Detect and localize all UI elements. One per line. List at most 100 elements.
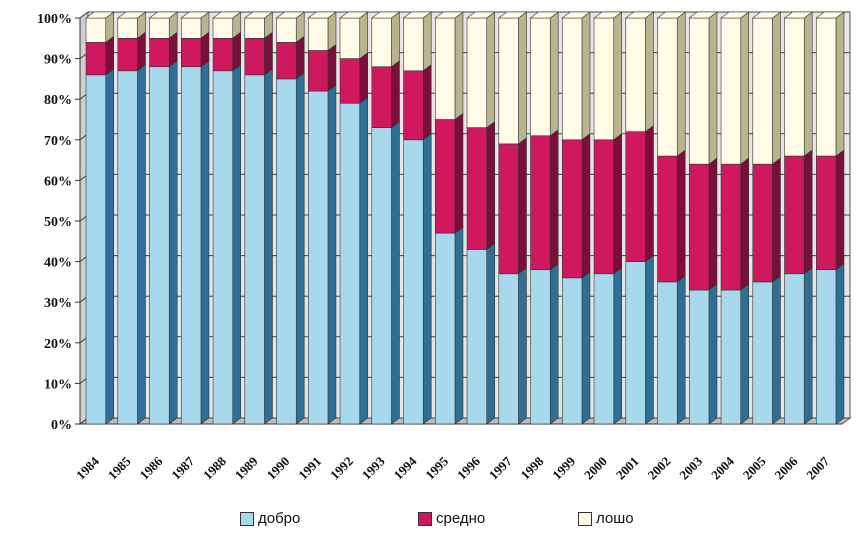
bar-segment-1 bbox=[657, 155, 678, 283]
x-tick-label: 1992 bbox=[327, 454, 356, 483]
bar-top bbox=[212, 11, 242, 19]
bar-top bbox=[624, 11, 655, 19]
bar-segment-2 bbox=[307, 17, 329, 51]
bar-segment-1 bbox=[244, 37, 265, 76]
bar-side-1 bbox=[105, 35, 115, 76]
bar-side-1 bbox=[676, 149, 686, 283]
bar-side-1 bbox=[359, 51, 369, 104]
bar-segment-1 bbox=[180, 37, 202, 68]
bar-top bbox=[148, 11, 179, 19]
y-tick-label: 60% bbox=[44, 174, 72, 189]
bar-segment-0 bbox=[466, 249, 488, 425]
bar-segment-2 bbox=[625, 17, 646, 132]
bar-top bbox=[529, 11, 560, 19]
bar-segment-2 bbox=[466, 17, 488, 128]
bar-top bbox=[116, 11, 147, 19]
bar-segment-0 bbox=[688, 289, 710, 425]
bar-side-2 bbox=[708, 11, 718, 165]
bar-segment-0 bbox=[276, 78, 297, 425]
legend-label-sredno: средно bbox=[436, 510, 486, 527]
bar-segment-1 bbox=[625, 131, 646, 262]
bar-side-1 bbox=[518, 137, 527, 275]
x-tick-label: 1995 bbox=[422, 453, 451, 482]
bar-segment-0 bbox=[815, 269, 837, 425]
bar-top bbox=[85, 11, 115, 19]
x-tick-label: 1990 bbox=[264, 454, 293, 483]
x-tick-label: 2006 bbox=[772, 453, 801, 482]
gridline-side bbox=[79, 11, 89, 19]
y-tick-label: 70% bbox=[44, 134, 72, 149]
bar-segment-0 bbox=[117, 70, 138, 425]
y-tick-label: 40% bbox=[44, 256, 72, 271]
bar-side-1 bbox=[645, 125, 654, 263]
bar-side-2 bbox=[772, 11, 781, 165]
bar-segment-0 bbox=[339, 102, 361, 425]
x-tick-label: 1988 bbox=[200, 453, 229, 482]
bar-segment-0 bbox=[149, 66, 170, 425]
bar-side-1 bbox=[391, 60, 400, 129]
bar-side-0 bbox=[454, 226, 464, 425]
bar-segment-0 bbox=[561, 277, 583, 425]
bar-side-1 bbox=[422, 64, 432, 141]
legend-label-dobro: добро bbox=[258, 510, 301, 527]
bar-segment-2 bbox=[530, 17, 551, 137]
x-tick-label: 2007 bbox=[803, 453, 832, 482]
bar-segment-1 bbox=[149, 37, 170, 68]
bar-side-2 bbox=[391, 11, 400, 68]
bar-side-1 bbox=[327, 43, 337, 92]
bar-segment-0 bbox=[403, 139, 424, 425]
bar-segment-2 bbox=[561, 17, 583, 141]
bar-side-0 bbox=[327, 84, 337, 425]
x-tick-label: 2004 bbox=[708, 453, 737, 482]
bar-segment-2 bbox=[85, 17, 107, 43]
x-tick-label: 1985 bbox=[105, 453, 134, 482]
bar-segment-1 bbox=[212, 37, 234, 72]
bar-side-0 bbox=[549, 263, 559, 425]
bar-top bbox=[243, 11, 274, 19]
bar-segment-1 bbox=[815, 155, 837, 271]
bar-segment-2 bbox=[434, 17, 456, 120]
bar-segment-1 bbox=[276, 42, 297, 80]
bar-top bbox=[402, 11, 433, 19]
x-tick-label: 1998 bbox=[518, 453, 547, 482]
legend-swatch-losho bbox=[578, 511, 592, 526]
bar-side-0 bbox=[391, 121, 400, 425]
bar-top bbox=[751, 11, 782, 19]
bar-side-2 bbox=[740, 11, 750, 165]
bar-side-1 bbox=[835, 149, 845, 271]
bar-side-0 bbox=[168, 60, 178, 425]
bar-side-0 bbox=[803, 267, 813, 425]
bar-side-2 bbox=[422, 11, 432, 72]
bar-segment-2 bbox=[784, 17, 805, 157]
bar-segment-1 bbox=[371, 66, 392, 128]
bar-side-0 bbox=[105, 68, 115, 425]
bar-segment-0 bbox=[212, 70, 234, 425]
legend-swatch-dobro bbox=[240, 511, 254, 526]
bar-side-0 bbox=[740, 283, 750, 425]
bar-segment-1 bbox=[339, 58, 361, 104]
legend-swatch-sredno bbox=[418, 511, 432, 526]
bar-side-0 bbox=[708, 283, 718, 425]
bar-top bbox=[656, 11, 687, 19]
bar-side-2 bbox=[359, 11, 369, 60]
bar-side-2 bbox=[454, 11, 464, 121]
bar-side-0 bbox=[295, 72, 305, 425]
bar-top bbox=[180, 11, 210, 19]
bar-top bbox=[466, 11, 496, 19]
bar-side-2 bbox=[835, 11, 845, 157]
bar-segment-0 bbox=[657, 281, 678, 425]
bar-side-2 bbox=[549, 11, 559, 137]
bar-segment-1 bbox=[530, 135, 551, 271]
bar-side-0 bbox=[137, 64, 146, 425]
bar-segment-2 bbox=[657, 17, 678, 157]
x-tick-label: 2003 bbox=[676, 453, 705, 482]
bar-segment-1 bbox=[720, 163, 742, 291]
bar-side-0 bbox=[518, 267, 527, 425]
bar-segment-0 bbox=[752, 281, 773, 425]
bar-segment-2 bbox=[593, 17, 615, 141]
bar-segment-1 bbox=[561, 139, 583, 279]
bar-segment-1 bbox=[498, 143, 519, 275]
stacked-bar-chart: 0%10%20%30%40%50%60%70%80%90%100%1984 198… bbox=[37, 11, 852, 483]
bar-top bbox=[593, 11, 623, 19]
